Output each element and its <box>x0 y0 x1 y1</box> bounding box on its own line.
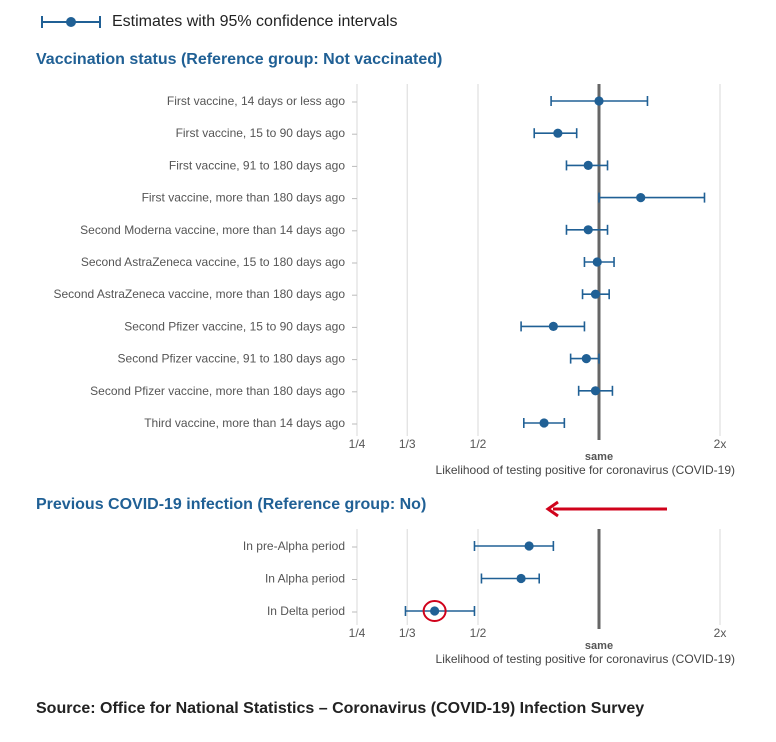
tick-label: 2x <box>714 437 727 451</box>
row-label: Second Pfizer vaccine, 15 to 90 days ago <box>124 319 345 333</box>
previous-infection-chart-title: Previous COVID-19 infection (Reference g… <box>36 496 427 513</box>
legend: Estimates with 95% confidence intervals <box>40 10 397 34</box>
row-label: In Alpha period <box>265 572 345 586</box>
row-label: First vaccine, 15 to 90 days ago <box>176 126 346 140</box>
estimate-point <box>592 257 602 267</box>
row-label: Second AstraZeneca vaccine, 15 to 180 da… <box>81 255 346 269</box>
estimate-point <box>539 418 549 428</box>
tick-label: 2x <box>714 626 727 640</box>
row-label: Second Pfizer vaccine, 91 to 180 days ag… <box>118 352 346 366</box>
tick-label: 1/2 <box>470 437 487 451</box>
x-axis-label: Likelihood of testing positive for coron… <box>436 652 735 666</box>
estimate-point <box>553 128 563 138</box>
tick-label: 1/4 <box>349 626 366 640</box>
estimate-point <box>548 321 558 331</box>
legend-ci-marker-icon <box>41 16 101 28</box>
estimate-point <box>590 289 601 299</box>
tick-label: same <box>585 640 613 652</box>
row-label: Second Pfizer vaccine, more than 180 day… <box>90 384 345 398</box>
row-label: First vaccine, more than 180 days ago <box>142 191 346 205</box>
legend-label: Estimates with 95% confidence intervals <box>112 13 398 30</box>
vaccination-chart-title: Vaccination status (Reference group: Not… <box>36 51 443 68</box>
tick-label: 1/3 <box>399 626 416 640</box>
row-label: In Delta period <box>267 604 345 618</box>
previous-infection-chart: In pre-Alpha period In Alpha period In Del… <box>243 529 735 666</box>
estimate-point <box>516 573 526 584</box>
red-circle-icon <box>422 600 447 622</box>
tick-label: same <box>585 451 613 463</box>
tick-label: 1/4 <box>349 437 366 451</box>
tick-label: 1/3 <box>399 437 416 451</box>
estimate-point <box>581 354 591 364</box>
row-label: First vaccine, 91 to 180 days ago <box>169 158 345 172</box>
estimate-point <box>590 386 601 396</box>
source-note: Source: Office for National Statistics –… <box>36 700 645 717</box>
estimate-point <box>636 193 646 203</box>
x-axis-label: Likelihood of testing positive for coron… <box>436 463 735 477</box>
tick-label: 1/2 <box>470 626 487 640</box>
estimate-point <box>430 606 440 616</box>
row-label: Second AstraZeneca vaccine, more than 18… <box>53 287 345 301</box>
row-label: Third vaccine, more than 14 days ago <box>144 416 345 430</box>
red-arrow-icon <box>545 500 667 518</box>
estimate-point <box>583 225 593 235</box>
vaccination-chart: First vaccine, 14 days or less ago First … <box>53 84 735 477</box>
row-label: In pre-Alpha period <box>243 539 345 553</box>
row-label: First vaccine, 14 days or less ago <box>167 94 345 108</box>
estimate-point <box>583 160 593 170</box>
estimate-point <box>594 96 604 106</box>
estimate-point <box>524 541 534 551</box>
row-label: Second Moderna vaccine, more than 14 day… <box>80 223 345 237</box>
